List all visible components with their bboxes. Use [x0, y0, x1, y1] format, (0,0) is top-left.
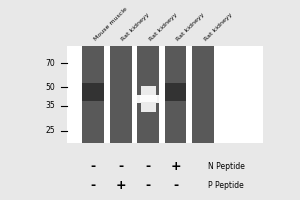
Text: -: - — [118, 160, 123, 173]
Bar — [110, 46, 131, 143]
Text: Rat kidneyy: Rat kidneyy — [203, 12, 233, 42]
Text: Rat kidneyy: Rat kidneyy — [121, 12, 151, 42]
Text: P Peptide: P Peptide — [208, 181, 244, 190]
Bar — [140, 95, 157, 102]
Text: Rat kidneyy: Rat kidneyy — [148, 12, 178, 42]
Text: 50: 50 — [45, 83, 55, 92]
Bar — [137, 95, 159, 103]
Text: 35: 35 — [45, 101, 55, 110]
Bar — [82, 46, 104, 143]
Text: 25: 25 — [45, 126, 55, 135]
Bar — [165, 46, 186, 143]
Bar — [165, 83, 186, 101]
Text: -: - — [91, 179, 96, 192]
Text: -: - — [146, 160, 151, 173]
Bar — [192, 46, 214, 143]
Text: N Peptide: N Peptide — [208, 162, 245, 171]
Bar — [67, 46, 263, 143]
Text: +: + — [170, 160, 181, 173]
Bar — [82, 83, 104, 101]
Text: +: + — [116, 179, 126, 192]
Bar — [137, 46, 159, 143]
Text: 70: 70 — [45, 59, 55, 68]
Text: -: - — [91, 160, 96, 173]
Text: -: - — [146, 179, 151, 192]
Text: -: - — [173, 179, 178, 192]
Text: Mouse muscle: Mouse muscle — [93, 7, 128, 42]
Bar — [141, 86, 156, 112]
Text: Rat kidneyy: Rat kidneyy — [176, 12, 206, 42]
